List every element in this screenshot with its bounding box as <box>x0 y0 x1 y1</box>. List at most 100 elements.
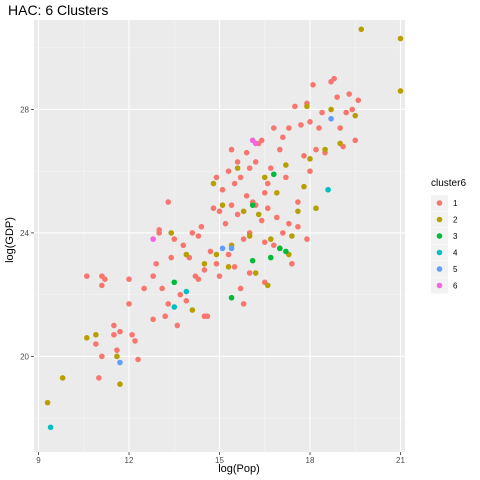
x-tick-label: 21 <box>396 456 405 465</box>
data-point-cluster-1 <box>156 227 162 233</box>
data-point-cluster-1 <box>264 205 271 212</box>
data-point-cluster-1 <box>228 202 235 208</box>
data-point-cluster-1 <box>222 220 229 227</box>
data-point-cluster-1 <box>132 338 138 344</box>
data-point-cluster-1 <box>231 180 238 187</box>
major-grid <box>34 20 405 452</box>
data-point-cluster-1 <box>246 165 253 171</box>
data-point-cluster-1 <box>150 316 156 323</box>
data-point-cluster-1 <box>331 75 337 82</box>
data-point-cluster-1 <box>267 165 274 171</box>
data-point-cluster-1 <box>225 168 232 174</box>
chart-title: HAC: 6 Clusters <box>8 2 108 18</box>
data-point-cluster-1 <box>165 199 172 205</box>
data-point-cluster-1 <box>286 125 292 131</box>
data-point-cluster-2 <box>274 190 280 196</box>
data-point-cluster-1 <box>295 199 301 205</box>
data-point-cluster-5 <box>117 359 123 366</box>
data-point-cluster-2 <box>352 112 359 119</box>
data-point-cluster-3 <box>267 254 274 261</box>
data-point-cluster-1 <box>280 230 286 236</box>
data-point-cluster-1 <box>219 186 226 193</box>
data-point-cluster-2 <box>337 140 343 147</box>
data-point-cluster-3 <box>171 279 178 286</box>
data-point-cluster-1 <box>283 174 289 181</box>
data-point-cluster-1 <box>280 134 286 141</box>
data-point-cluster-1 <box>114 347 120 353</box>
data-point-cluster-1 <box>171 236 178 242</box>
data-point-cluster-1 <box>162 313 169 320</box>
data-point-cluster-1 <box>216 208 223 215</box>
data-point-cluster-4 <box>183 288 190 295</box>
data-point-cluster-1 <box>307 119 313 125</box>
data-point-cluster-1 <box>168 254 175 261</box>
data-point-cluster-2 <box>183 251 190 258</box>
data-point-cluster-1 <box>213 260 220 267</box>
data-point-cluster-2 <box>240 208 247 215</box>
data-point-cluster-1 <box>234 159 241 165</box>
data-point-cluster-1 <box>207 248 214 255</box>
data-point-cluster-3 <box>249 202 256 208</box>
data-point-cluster-1 <box>237 174 244 181</box>
data-point-cluster-1 <box>240 301 247 307</box>
data-point-cluster-2 <box>44 399 51 406</box>
legend: cluster6 1 2 3 4 5 6 <box>431 178 466 294</box>
data-point-cluster-1 <box>343 109 349 116</box>
data-point-cluster-2 <box>213 251 220 258</box>
data-point-cluster-1 <box>349 106 356 113</box>
data-point-cluster-1 <box>355 97 362 104</box>
data-point-cluster-1 <box>213 174 220 181</box>
data-point-cluster-2 <box>304 103 310 110</box>
data-point-cluster-2 <box>295 208 301 215</box>
data-point-cluster-1 <box>183 298 190 304</box>
data-point-cluster-1 <box>159 285 165 292</box>
data-point-cluster-4 <box>171 304 178 310</box>
data-point-cluster-1 <box>195 233 202 239</box>
data-point-cluster-2 <box>189 307 196 313</box>
data-point-cluster-1 <box>180 242 187 249</box>
legend-items: 1 2 3 4 5 6 <box>431 195 458 294</box>
data-point-cluster-2 <box>168 230 175 236</box>
data-point-cluster-2 <box>328 106 334 113</box>
data-point-cluster-2 <box>59 375 66 381</box>
data-point-cluster-1 <box>228 146 235 153</box>
data-point-cluster-3 <box>228 294 235 301</box>
data-point-cluster-1 <box>289 260 295 267</box>
data-point-cluster-1 <box>153 260 159 267</box>
x-tick-label: 12 <box>125 456 134 465</box>
data-point-cluster-1 <box>174 322 181 329</box>
legend-label-6: 6 <box>453 282 458 291</box>
data-point-cluster-2 <box>301 183 307 190</box>
data-point-cluster-2 <box>252 270 259 276</box>
data-point-cluster-6 <box>252 140 259 147</box>
data-point-cluster-2 <box>225 264 232 270</box>
data-point-cluster-1 <box>234 211 241 218</box>
data-point-cluster-1 <box>270 242 277 249</box>
legend-key-3 <box>436 233 443 239</box>
data-point-cluster-1 <box>150 273 156 279</box>
data-point-cluster-1 <box>237 285 244 292</box>
data-point-cluster-3 <box>283 248 289 255</box>
data-point-cluster-3 <box>270 171 277 178</box>
y-tick-label: 24 <box>20 229 29 238</box>
data-point-cluster-1 <box>102 276 108 283</box>
data-point-cluster-1 <box>313 146 319 153</box>
data-point-cluster-2 <box>397 88 404 94</box>
data-point-cluster-1 <box>264 180 271 187</box>
data-point-cluster-2 <box>114 353 120 360</box>
legend-key-4 <box>436 249 443 256</box>
legend-key-6 <box>436 282 443 289</box>
data-point-cluster-2 <box>358 26 365 33</box>
data-point-cluster-2 <box>219 202 226 208</box>
y-axis-title: log(GDP) <box>4 217 16 263</box>
legend-key-2 <box>436 216 443 223</box>
data-point-cluster-1 <box>286 220 292 227</box>
data-point-cluster-2 <box>264 282 271 289</box>
data-point-cluster-1 <box>99 282 105 289</box>
legend-label-2: 2 <box>453 216 458 225</box>
data-point-cluster-1 <box>274 214 280 221</box>
data-point-cluster-1 <box>210 205 217 212</box>
data-point-cluster-1 <box>198 223 205 230</box>
data-point-cluster-2 <box>93 331 99 338</box>
data-point-cluster-1 <box>319 109 325 116</box>
